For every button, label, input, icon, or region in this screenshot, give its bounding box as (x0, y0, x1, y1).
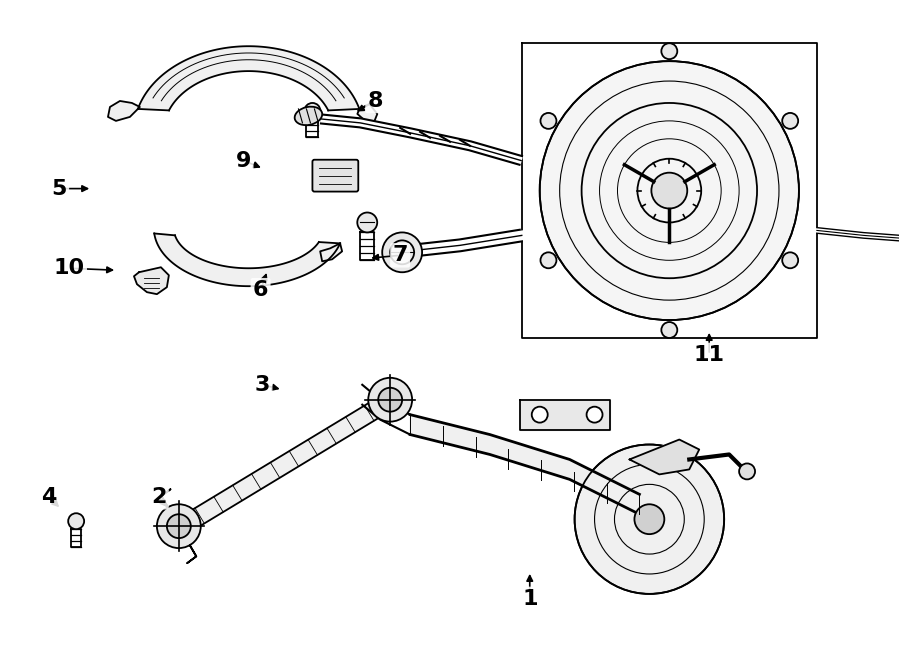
Circle shape (378, 388, 402, 412)
Text: 6: 6 (253, 280, 268, 300)
Circle shape (357, 213, 377, 232)
Polygon shape (320, 244, 342, 261)
Circle shape (541, 252, 556, 268)
Text: 8: 8 (367, 91, 383, 111)
Circle shape (662, 43, 678, 59)
Circle shape (157, 504, 201, 548)
Circle shape (634, 504, 664, 534)
Polygon shape (410, 414, 639, 514)
Circle shape (540, 61, 799, 320)
Circle shape (541, 113, 556, 129)
Circle shape (739, 463, 755, 479)
Polygon shape (629, 440, 699, 475)
Text: 10: 10 (54, 258, 85, 278)
Polygon shape (108, 101, 140, 121)
Circle shape (662, 322, 678, 338)
Polygon shape (138, 46, 359, 111)
Polygon shape (187, 545, 196, 563)
Circle shape (574, 444, 725, 594)
Text: 2: 2 (151, 487, 166, 507)
Text: 3: 3 (255, 375, 270, 395)
Circle shape (166, 514, 191, 538)
Circle shape (304, 103, 320, 119)
Text: 7: 7 (392, 246, 408, 265)
Polygon shape (134, 267, 169, 294)
Polygon shape (176, 394, 392, 535)
Polygon shape (161, 489, 170, 507)
Circle shape (782, 252, 798, 268)
Circle shape (782, 113, 798, 129)
Circle shape (652, 173, 688, 209)
Circle shape (368, 378, 412, 422)
Text: 11: 11 (694, 345, 724, 365)
Circle shape (532, 406, 548, 422)
Text: 4: 4 (41, 487, 57, 507)
Circle shape (587, 406, 602, 422)
Circle shape (382, 232, 422, 272)
Text: 5: 5 (51, 179, 67, 199)
Ellipse shape (294, 107, 322, 125)
Text: 9: 9 (236, 151, 251, 171)
Polygon shape (357, 104, 377, 124)
Polygon shape (154, 234, 340, 286)
Polygon shape (520, 400, 609, 430)
Circle shape (68, 513, 84, 529)
FancyBboxPatch shape (312, 160, 358, 191)
Text: 1: 1 (522, 589, 537, 609)
